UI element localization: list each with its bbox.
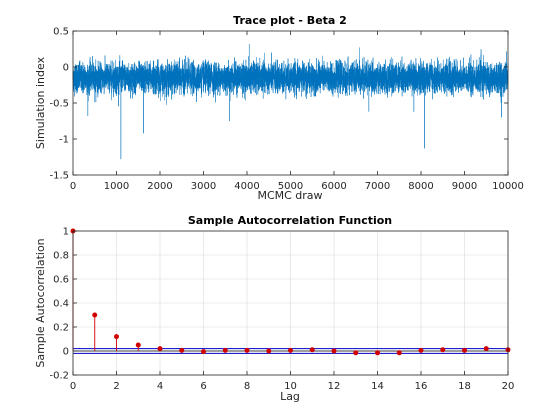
trace-y-tick-label: 0.5 [53,27,69,38]
acf-stem-marker [222,347,228,353]
acf-stem-marker [309,347,315,353]
acf-plot-panel: Sample Autocorrelation Function 0 2 4 6 8 10 1… [34,214,514,403]
acf-y-tick-label: -0.2 [49,371,69,382]
trace-x-tick-label: 1000 [104,181,129,192]
acf-y-ticks: -0.2 0 0.2 0.4 0.6 0.8 1 [49,227,77,382]
acf-stem-marker [288,347,293,353]
trace-plot-panel: Trace plot - Beta 2 0 1000 2000 3000 4000 500… [34,14,524,202]
acf-stem-marker [396,350,402,356]
acf-y-tick-label: 0.6 [53,275,69,286]
acf-stem-marker [353,350,359,356]
trace-line-group [72,43,509,160]
trace-x-tick-label: 8000 [408,181,433,192]
trace-y-tick-label: -1.5 [49,171,69,182]
acf-x-tick-label: 14 [371,381,384,392]
acf-x-tick-label: 8 [244,381,250,392]
trace-x-tick-label: 9000 [452,181,477,192]
trace-y-tick-label: 0 [63,63,69,74]
acf-stem-marker [157,346,163,352]
acf-y-tick-label: 0.2 [53,323,69,334]
acf-stem-marker [462,347,467,353]
acf-y-axis-label: Sample Autocorrelation [34,238,47,367]
acf-y-tick-label: 0 [63,347,69,358]
acf-stem-marker [244,347,250,353]
acf-x-tick-label: 0 [70,381,76,392]
trace-x-tick-label: 5000 [278,181,303,192]
acf-x-axis-label: Lag [280,390,300,403]
acf-plot-title: Sample Autocorrelation Function [188,214,392,227]
trace-x-tick-label: 6000 [321,181,346,192]
acf-x-tick-label: 10 [284,381,297,392]
acf-x-tick-label: 12 [328,381,341,392]
acf-stem-marker [201,349,206,355]
acf-stem-marker [331,348,337,354]
acf-x-tick-label: 20 [502,381,515,392]
acf-y-tick-label: 0.4 [53,299,69,310]
trace-plot-area [73,31,508,175]
trace-x-tick-label: 4000 [234,181,259,192]
trace-plot-title: Trace plot - Beta 2 [233,14,347,27]
acf-stem-marker [440,347,446,353]
acf-x-tick-label: 6 [200,381,206,392]
acf-y-tick-label: 1 [63,227,69,238]
trace-x-tick-label: 0 [70,181,76,192]
acf-x-tick-label: 2 [113,381,119,392]
trace-y-ticks: -1.5 -1 -0.5 0 0.5 [49,27,508,182]
acf-x-tick-label: 18 [458,381,471,392]
trace-x-axis-label: MCMC draw [257,189,322,202]
acf-stem-marker [135,342,141,348]
acf-x-tick-label: 4 [157,381,163,392]
trace-x-tick-label: 10000 [492,181,524,192]
acf-y-tick-label: 0.8 [53,251,69,262]
acf-stem-marker [375,350,380,356]
trace-series-line [72,43,509,160]
trace-y-tick-label: -1 [59,135,69,146]
acf-stem-marker [483,346,489,352]
acf-stem-marker [92,312,98,318]
trace-x-tick-label: 3000 [191,181,216,192]
acf-x-tick-label: 16 [415,381,428,392]
acf-x-ticks: 0 2 4 6 8 10 12 14 16 18 20 [70,371,515,392]
trace-y-axis-label: Simulation index [34,56,47,149]
trace-x-tick-label: 7000 [365,181,390,192]
acf-stem-marker [179,347,185,353]
acf-stem-marker [418,347,424,353]
trace-x-ticks: 0 1000 2000 3000 4000 5000 6000 7000 8000 9000 100… [70,31,524,192]
trace-y-tick-label: -0.5 [49,99,69,110]
acf-stem-marker [114,334,119,340]
acf-stem-marker [266,348,272,354]
trace-x-tick-label: 2000 [147,181,172,192]
